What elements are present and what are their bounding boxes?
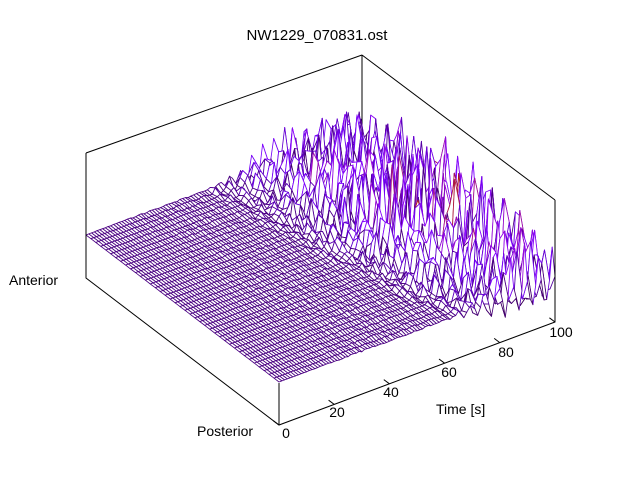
y-axis-label-anterior: Anterior (9, 272, 59, 288)
x-tick-label: 60 (441, 364, 457, 380)
x-tick-label: 80 (498, 344, 514, 360)
x-tick-label: 40 (383, 384, 399, 400)
y-axis-label-posterior: Posterior (197, 423, 254, 439)
wireframe-mesh (85, 111, 556, 383)
plot-title: NW1229_070831.ost (246, 27, 388, 44)
x-axis-label: Time [s] (436, 401, 486, 417)
x-tick-label: 100 (549, 324, 573, 340)
x-tick-label: 0 (282, 425, 290, 441)
box-border-front (85, 153, 556, 426)
x-tick-label: 20 (329, 404, 345, 420)
